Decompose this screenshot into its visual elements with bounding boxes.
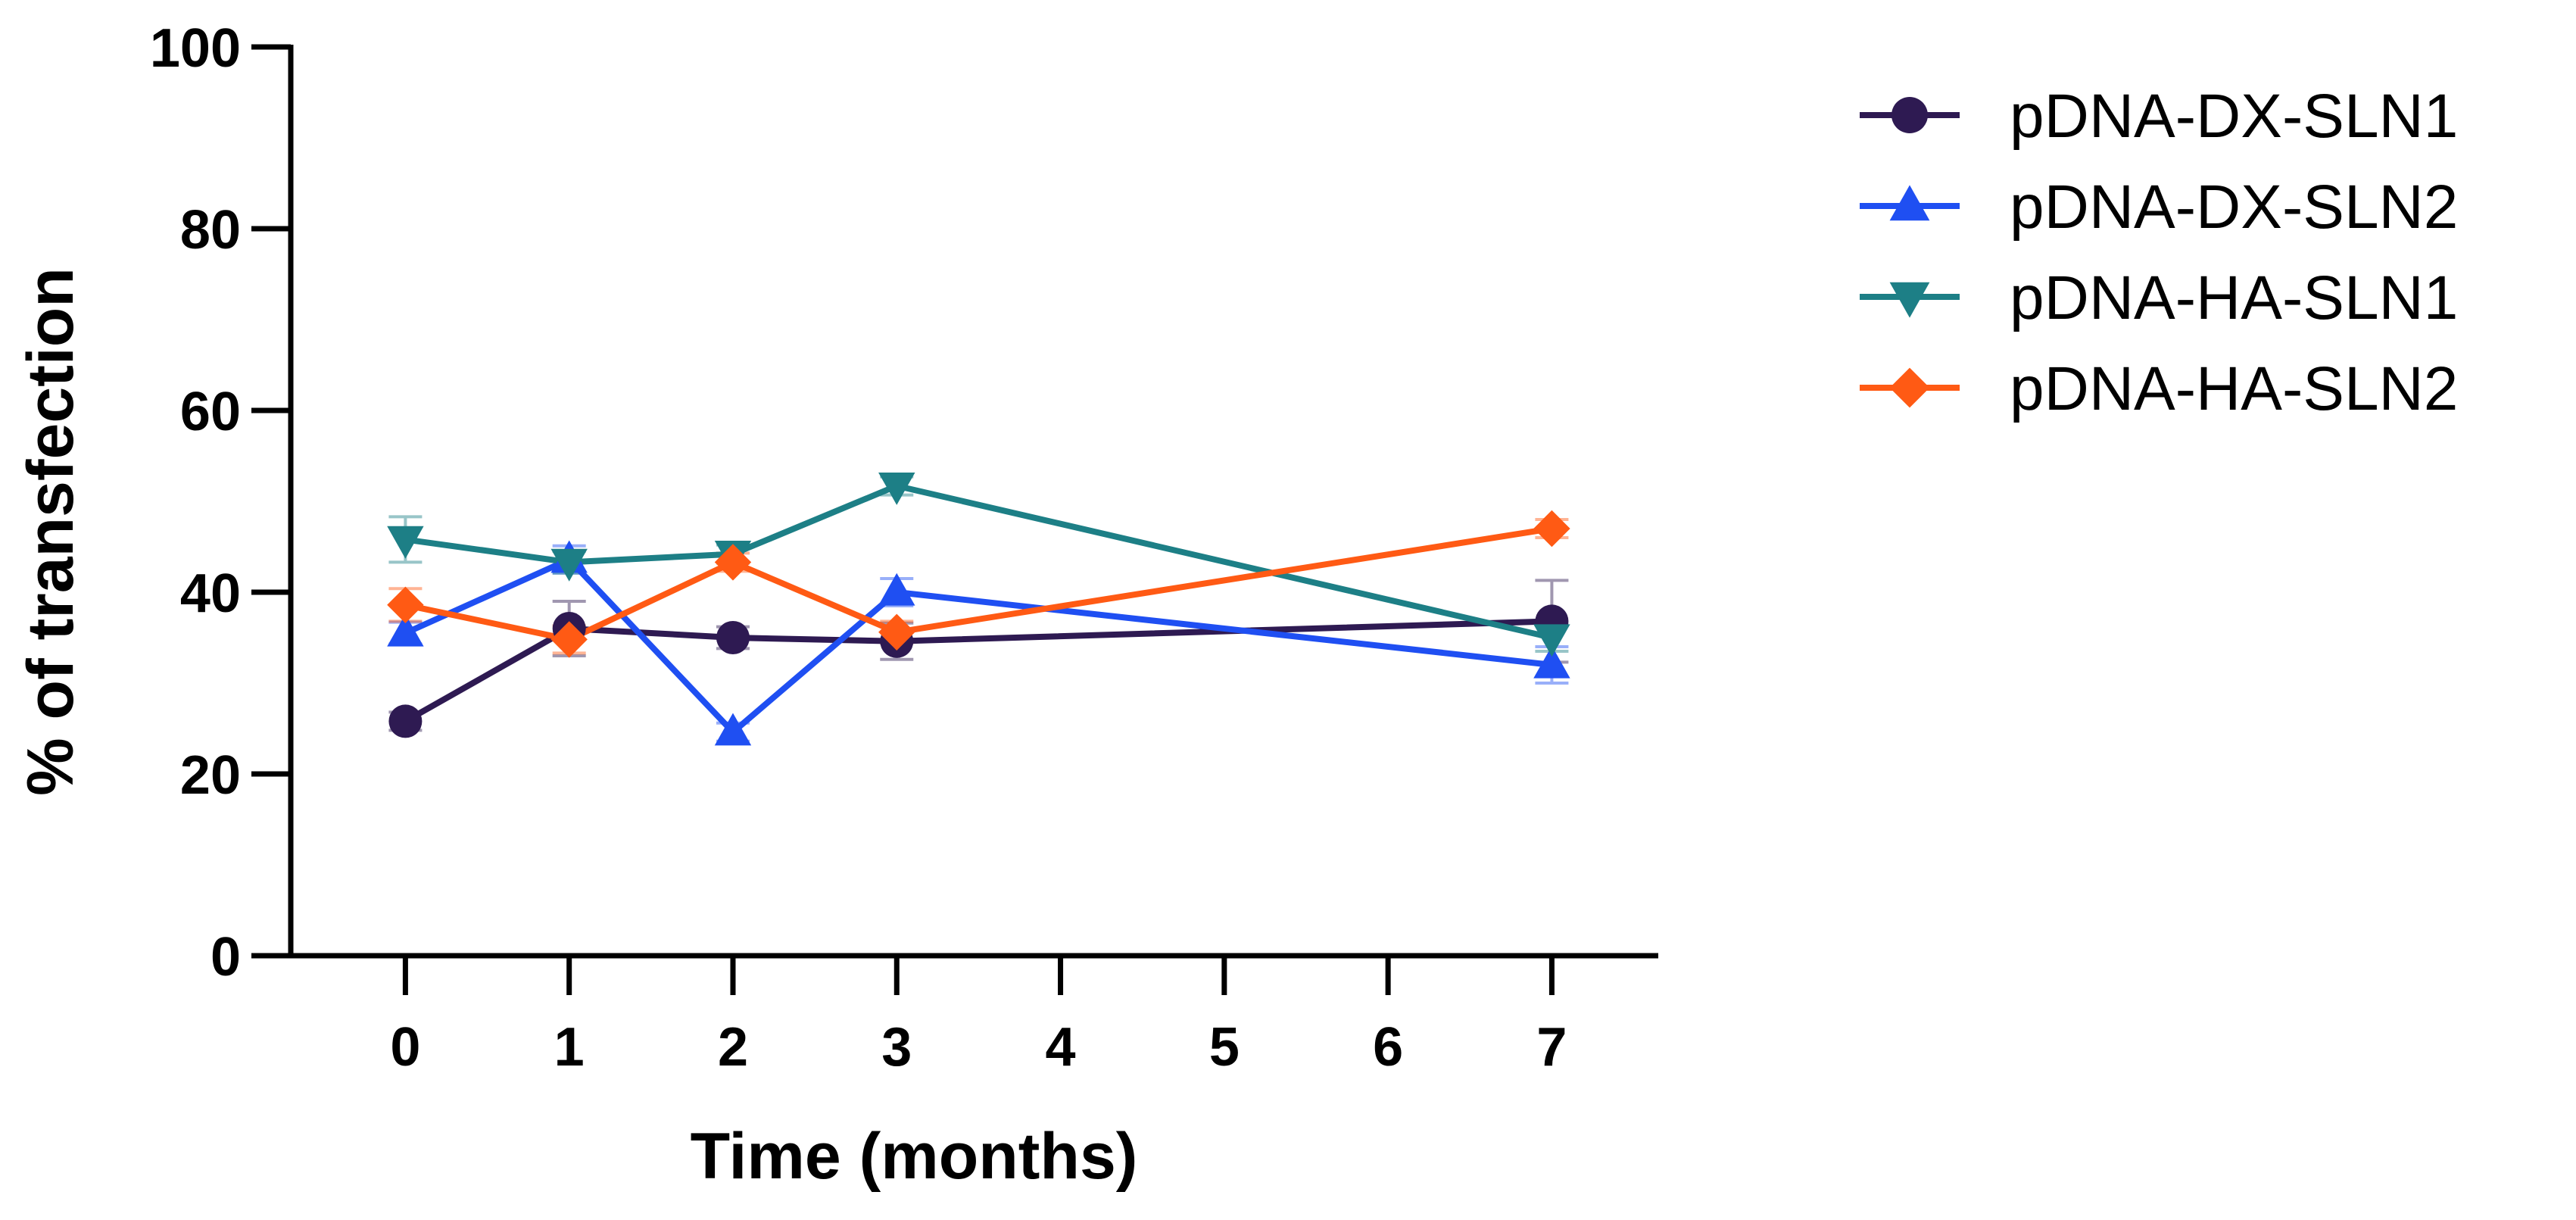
- data-point-pdna-ha-sln1: [1533, 624, 1570, 657]
- legend-item-pdna-ha-sln2: pDNA-HA-SLN2: [1860, 354, 2458, 423]
- data-point-pdna-ha-sln1: [550, 548, 588, 582]
- y-tick-label: 40: [180, 563, 241, 624]
- x-tick-label: 2: [718, 1017, 748, 1078]
- legend-label: pDNA-HA-SLN2: [2010, 354, 2458, 423]
- data-point-pdna-ha-sln2: [387, 586, 424, 623]
- data-markers: [387, 473, 1570, 746]
- x-tick-label: 5: [1209, 1017, 1240, 1078]
- legend-marker-pdna-dx-sln1: [1891, 97, 1928, 133]
- y-axis-title: % of transfection: [14, 267, 87, 796]
- axes: [288, 45, 1658, 959]
- data-point-pdna-ha-sln2: [878, 613, 915, 651]
- legend-marker-pdna-ha-sln1: [1889, 282, 1930, 318]
- data-point-pdna-ha-sln1: [878, 473, 915, 505]
- x-tick-label: 3: [881, 1017, 912, 1078]
- legend: pDNA-DX-SLN1 pDNA-DX-SLN2 pDNA-HA-SLN1 pDNA…: [1860, 82, 2458, 423]
- data-point-pdna-ha-sln2: [1533, 510, 1570, 548]
- error-bars: [388, 475, 1569, 743]
- legend-item-pdna-dx-sln2: pDNA-DX-SLN2: [1860, 173, 2458, 242]
- data-point-pdna-dx-sln2: [387, 613, 424, 647]
- x-axis-title: Time (months): [691, 1120, 1138, 1193]
- y-tick-label: 60: [180, 382, 241, 442]
- data-point-pdna-dx-sln2: [878, 573, 915, 606]
- x-tick-label: 6: [1373, 1017, 1403, 1078]
- y-ticks: 0 20 40 60 80 100: [150, 18, 291, 988]
- data-point-pdna-dx-sln1: [716, 621, 750, 654]
- legend-marker-pdna-dx-sln2: [1889, 185, 1930, 221]
- y-tick-label: 100: [150, 18, 241, 79]
- y-tick-label: 80: [180, 200, 241, 261]
- data-point-pdna-ha-sln1: [387, 526, 424, 559]
- series-lines: [404, 482, 1553, 735]
- x-ticks: 0 1 2 3 4 5 6 7: [390, 956, 1567, 1078]
- x-tick-label: 7: [1536, 1017, 1567, 1078]
- legend-marker-pdna-ha-sln2: [1889, 367, 1930, 408]
- legend-item-pdna-ha-sln1: pDNA-HA-SLN1: [1860, 264, 2458, 332]
- legend-label: pDNA-DX-SLN2: [2010, 173, 2458, 242]
- x-tick-label: 1: [554, 1017, 585, 1078]
- legend-label: pDNA-HA-SLN1: [2010, 264, 2458, 332]
- x-tick-label: 0: [390, 1017, 420, 1078]
- x-tick-label: 4: [1046, 1017, 1076, 1078]
- legend-label: pDNA-DX-SLN1: [2010, 82, 2458, 151]
- y-tick-label: 20: [180, 745, 241, 806]
- data-point-pdna-ha-sln2: [550, 621, 588, 658]
- data-point-pdna-ha-sln2: [714, 544, 752, 581]
- data-point-pdna-dx-sln1: [388, 704, 423, 738]
- legend-item-pdna-dx-sln1: pDNA-DX-SLN1: [1860, 82, 2458, 151]
- y-tick-label: 0: [211, 927, 241, 988]
- data-point-pdna-dx-sln2: [714, 713, 752, 746]
- data-point-pdna-dx-sln2: [1533, 645, 1570, 679]
